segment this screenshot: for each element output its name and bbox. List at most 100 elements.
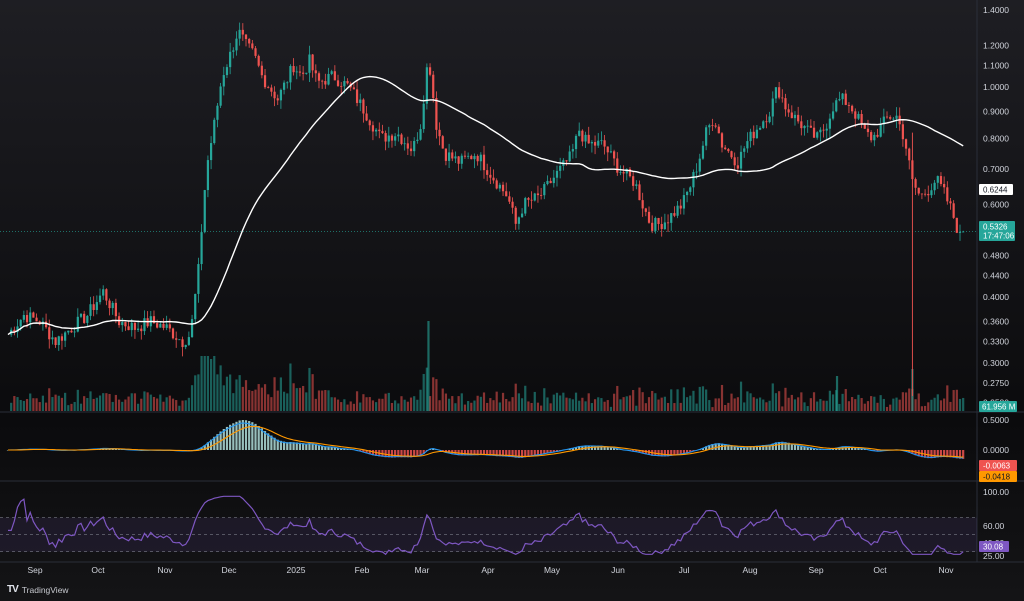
volume-bar <box>851 397 854 411</box>
volume-bar <box>343 399 346 411</box>
macd-histogram-bar <box>781 441 784 450</box>
volume-bar <box>333 397 336 411</box>
macd-histogram-bar <box>603 446 606 450</box>
macd-histogram-bar <box>470 450 473 456</box>
volume-bar <box>73 401 76 411</box>
candle <box>92 296 95 317</box>
volume-bar <box>619 399 622 411</box>
macd-histogram-bar <box>482 450 486 456</box>
macd-histogram-bar <box>324 446 327 450</box>
candle <box>165 315 168 331</box>
volume-bar <box>206 356 210 411</box>
price-tick-label: 0.8000 <box>983 133 1009 143</box>
volume-bar <box>403 399 406 411</box>
volume-bar <box>819 399 822 411</box>
volume-bar <box>463 404 467 411</box>
volume-bar <box>276 390 279 411</box>
volume-bar <box>244 380 248 411</box>
volume-bar <box>428 396 432 411</box>
candle <box>904 138 908 156</box>
rsi-pane[interactable] <box>0 495 977 556</box>
candle <box>394 133 397 146</box>
volume-bar <box>460 393 463 411</box>
macd-histogram-bar <box>549 450 552 453</box>
macd-histogram-bar <box>336 447 340 450</box>
candle <box>16 319 19 338</box>
macd-histogram-bar <box>749 446 752 450</box>
candle <box>593 135 597 155</box>
candle <box>206 155 210 198</box>
macd-histogram-bar <box>676 450 679 456</box>
volume-bar <box>812 392 816 411</box>
candle <box>819 127 822 142</box>
macd-axis[interactable]: 0.5000 0.0000 <box>983 415 1009 455</box>
candle <box>79 313 83 319</box>
volume-bar <box>349 401 352 411</box>
candle <box>724 144 727 151</box>
candle <box>936 175 939 189</box>
macd-histogram-bar <box>527 450 530 457</box>
macd-histogram-bar <box>282 441 286 450</box>
volume-bar <box>441 388 444 411</box>
volume-bar <box>857 394 860 411</box>
volume-bar <box>409 397 413 411</box>
volume-bar <box>679 402 682 411</box>
volume-bar <box>321 390 324 411</box>
signal-tag: -0.0418 <box>979 471 1017 482</box>
macd-histogram-bar <box>689 450 692 453</box>
volume-bar <box>390 402 394 411</box>
candle <box>622 165 625 183</box>
volume-bar <box>781 406 784 411</box>
candle <box>962 230 965 233</box>
macd-histogram-bar <box>670 450 673 456</box>
macd-histogram-bar <box>520 450 524 458</box>
macd-histogram-bar <box>501 450 505 457</box>
tradingview-brand[interactable]: TV TradingView <box>7 584 69 595</box>
candle <box>60 333 64 350</box>
price-pane[interactable] <box>0 22 977 411</box>
volume-bar <box>806 406 809 411</box>
candle <box>235 31 238 56</box>
volume-bar <box>527 401 530 411</box>
volume-bar <box>844 389 847 411</box>
candle <box>685 190 689 203</box>
volume-bar <box>32 398 35 411</box>
volume-bar <box>628 395 632 411</box>
macd-histogram-bar <box>511 450 514 458</box>
candle <box>451 149 454 162</box>
candle <box>527 197 530 207</box>
macd-histogram-bar <box>273 437 276 450</box>
candle <box>454 151 457 163</box>
candle <box>689 186 692 196</box>
macd-histogram-bar <box>409 450 413 458</box>
candle <box>692 169 695 196</box>
volume-bar <box>555 392 559 411</box>
candle <box>57 335 60 351</box>
volume-bar <box>660 397 663 411</box>
volume-bar <box>79 403 83 411</box>
volume-bar <box>822 400 825 411</box>
macd-histogram-bar <box>209 439 213 450</box>
volume-bar <box>613 393 616 411</box>
candle <box>355 80 359 107</box>
volume-bar <box>666 402 670 411</box>
volume-bar <box>514 383 517 411</box>
macd-histogram-bar <box>727 444 730 450</box>
macd-pane[interactable] <box>6 420 965 459</box>
volume-bar <box>904 392 908 411</box>
macd-histogram-bar <box>384 450 387 458</box>
macd-histogram-bar <box>958 450 962 459</box>
candle <box>308 45 311 83</box>
volume-bar <box>549 403 552 411</box>
candle <box>578 122 581 137</box>
volume-bar <box>378 398 381 411</box>
volume-bar <box>501 392 505 411</box>
macd-histogram-bar <box>419 450 422 456</box>
time-axis[interactable]: Sep Oct Nov Dec 2025 Feb Mar Apr May Jun Jul Aug Sep… <box>27 565 954 575</box>
candle <box>336 74 340 88</box>
candle <box>698 153 701 176</box>
macd-histogram-bar <box>657 450 660 457</box>
volume-bar <box>498 402 501 411</box>
volume-bar <box>793 399 797 411</box>
